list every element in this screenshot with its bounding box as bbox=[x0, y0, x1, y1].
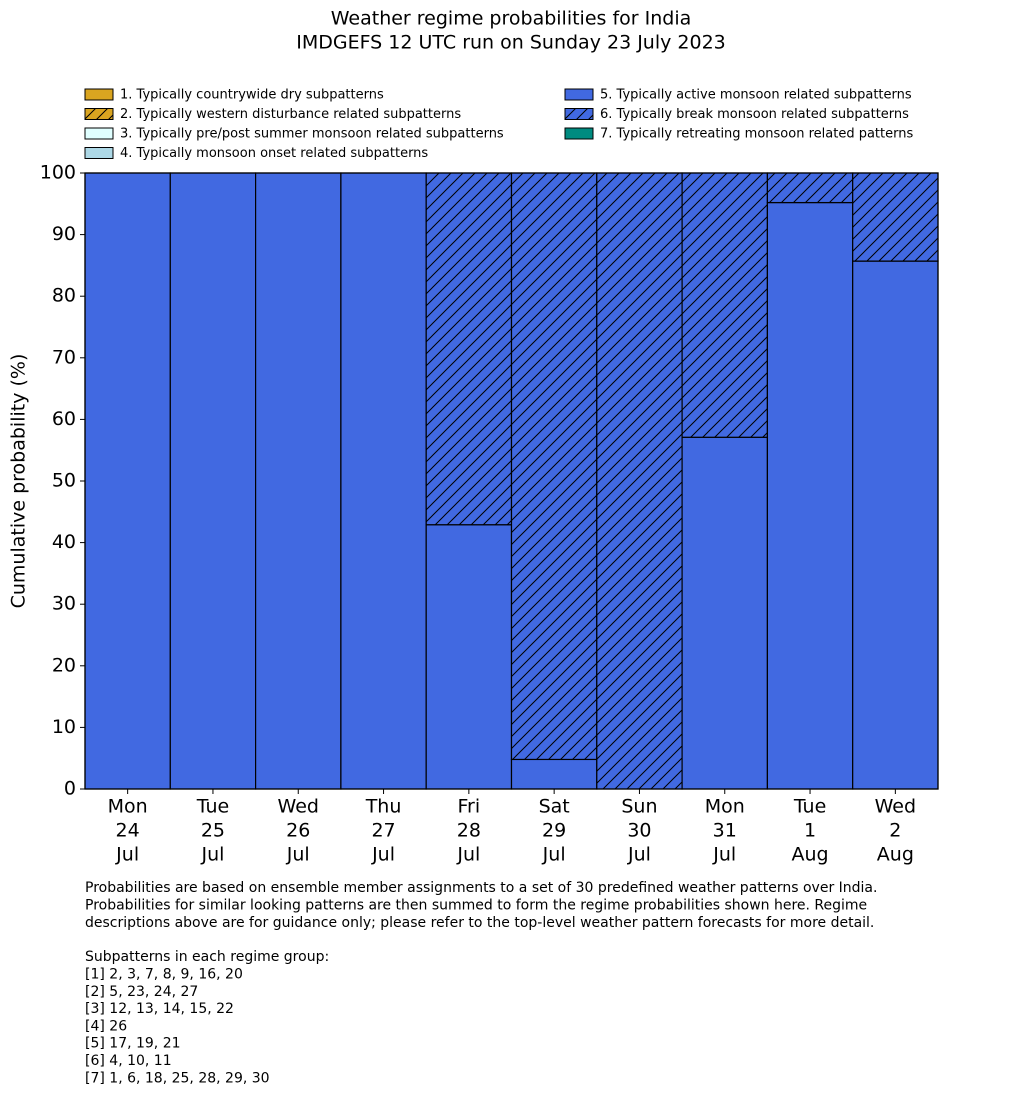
bar-segment bbox=[852, 172, 939, 262]
legend-label: 2. Typically western disturbance related… bbox=[120, 107, 461, 122]
y-tick-label: 60 bbox=[52, 408, 76, 430]
legend-swatch bbox=[84, 127, 114, 140]
x-tick-label: Fri bbox=[458, 796, 481, 818]
legend-label: 6. Typically break monsoon related subpa… bbox=[600, 107, 909, 122]
x-tick-label: Sun bbox=[621, 796, 657, 818]
x-tick-label: 31 bbox=[713, 820, 737, 842]
legend-label: 7. Typically retreating monsoon related … bbox=[600, 127, 913, 142]
y-tick-label: 70 bbox=[52, 346, 76, 368]
legend-label: 1. Typically countrywide dry subpatterns bbox=[120, 88, 384, 103]
y-tick-label: 80 bbox=[52, 285, 76, 307]
legend-swatch bbox=[84, 88, 114, 101]
note-heading: Subpatterns in each regime group: bbox=[85, 949, 329, 965]
bar-segment bbox=[766, 172, 854, 204]
x-tick-label: Jul bbox=[712, 844, 736, 866]
note: [6] 4, 10, 11 bbox=[85, 1053, 172, 1069]
legend-label: 3. Typically pre/post summer monsoon rel… bbox=[120, 127, 504, 142]
x-tick-label: 25 bbox=[201, 820, 225, 842]
x-tick-label: Aug bbox=[877, 844, 914, 866]
x-tick-label: Jul bbox=[115, 844, 139, 866]
y-tick-label: 0 bbox=[64, 778, 76, 800]
legend-swatch bbox=[564, 108, 594, 120]
x-tick-label: Wed bbox=[875, 796, 916, 818]
bar-segment bbox=[340, 172, 427, 790]
x-tick-label: Jul bbox=[286, 844, 310, 866]
bar-segment bbox=[852, 260, 939, 790]
x-tick-label: Thu bbox=[365, 796, 402, 818]
bar-segment bbox=[169, 172, 257, 790]
y-tick-label: 20 bbox=[52, 654, 76, 676]
x-tick-label: 28 bbox=[457, 820, 481, 842]
note: Probabilities are based on ensemble memb… bbox=[85, 880, 877, 896]
x-tick-label: Mon bbox=[108, 796, 148, 818]
x-tick-label: Jul bbox=[542, 844, 566, 866]
bar-segment bbox=[84, 172, 171, 790]
x-tick-label: 30 bbox=[627, 820, 651, 842]
x-tick-label: Tue bbox=[793, 796, 826, 818]
bar-segment bbox=[510, 758, 598, 790]
x-tick-label: Sat bbox=[539, 796, 570, 818]
note: [2] 5, 23, 24, 27 bbox=[85, 984, 198, 1000]
chart-title: Weather regime probabilities for India bbox=[331, 8, 692, 30]
bar-segment bbox=[425, 524, 513, 790]
x-tick-label: Mon bbox=[705, 796, 745, 818]
y-tick-label: 50 bbox=[52, 470, 76, 492]
x-tick-label: 2 bbox=[889, 820, 901, 842]
x-tick-label: 29 bbox=[542, 820, 566, 842]
bar-segment bbox=[681, 172, 768, 438]
x-tick-label: 26 bbox=[286, 820, 310, 842]
legend-label: 5. Typically active monsoon related subp… bbox=[600, 88, 912, 103]
legend-swatch bbox=[84, 147, 114, 159]
plot-frame bbox=[84, 172, 939, 790]
x-tick-label: Tue bbox=[196, 796, 229, 818]
bar-segment bbox=[255, 172, 342, 790]
note: [1] 2, 3, 7, 8, 9, 16, 20 bbox=[85, 967, 243, 983]
note: [7] 1, 6, 18, 25, 28, 29, 30 bbox=[85, 1070, 270, 1086]
x-tick-label: 1 bbox=[804, 820, 816, 842]
x-tick-label: Jul bbox=[456, 844, 480, 866]
y-tick-label: 10 bbox=[52, 716, 76, 738]
note: [5] 17, 19, 21 bbox=[85, 1036, 181, 1052]
x-tick-label: Jul bbox=[371, 844, 395, 866]
y-tick-label: 40 bbox=[52, 531, 76, 553]
y-tick-label: 90 bbox=[52, 223, 76, 245]
note: descriptions above are for guidance only… bbox=[85, 915, 874, 931]
note: Probabilities for similar looking patter… bbox=[85, 898, 867, 914]
bar-segment bbox=[596, 172, 683, 790]
bar-segment bbox=[510, 172, 598, 761]
legend-label: 4. Typically monsoon onset related subpa… bbox=[120, 146, 428, 161]
x-tick-label: 27 bbox=[371, 820, 395, 842]
bar-segment bbox=[766, 201, 854, 790]
y-tick-label: 100 bbox=[40, 162, 76, 184]
x-tick-label: Jul bbox=[200, 844, 224, 866]
x-tick-label: Jul bbox=[627, 844, 651, 866]
x-tick-label: 24 bbox=[116, 820, 140, 842]
x-tick-label: Wed bbox=[278, 796, 319, 818]
bar-segment bbox=[425, 172, 513, 526]
legend-swatch bbox=[84, 108, 114, 120]
y-tick-label: 30 bbox=[52, 593, 76, 615]
legend-swatch bbox=[564, 127, 594, 140]
y-axis-label: Cumulative probability (%) bbox=[8, 354, 30, 609]
chart-subtitle: IMDGEFS 12 UTC run on Sunday 23 July 202… bbox=[296, 32, 726, 54]
note: [4] 26 bbox=[85, 1018, 127, 1034]
legend-swatch bbox=[564, 88, 594, 101]
x-tick-label: Aug bbox=[791, 844, 828, 866]
bar-segment bbox=[681, 436, 768, 790]
note: [3] 12, 13, 14, 15, 22 bbox=[85, 1001, 234, 1017]
